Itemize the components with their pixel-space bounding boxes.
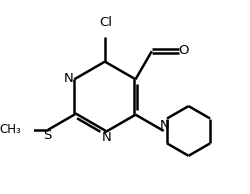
Text: N: N [160,119,170,132]
Text: Cl: Cl [99,16,112,29]
Text: S: S [43,129,51,142]
Text: N: N [64,72,74,85]
Text: CH₃: CH₃ [0,124,22,137]
Text: O: O [179,44,189,57]
Text: N: N [102,131,111,144]
